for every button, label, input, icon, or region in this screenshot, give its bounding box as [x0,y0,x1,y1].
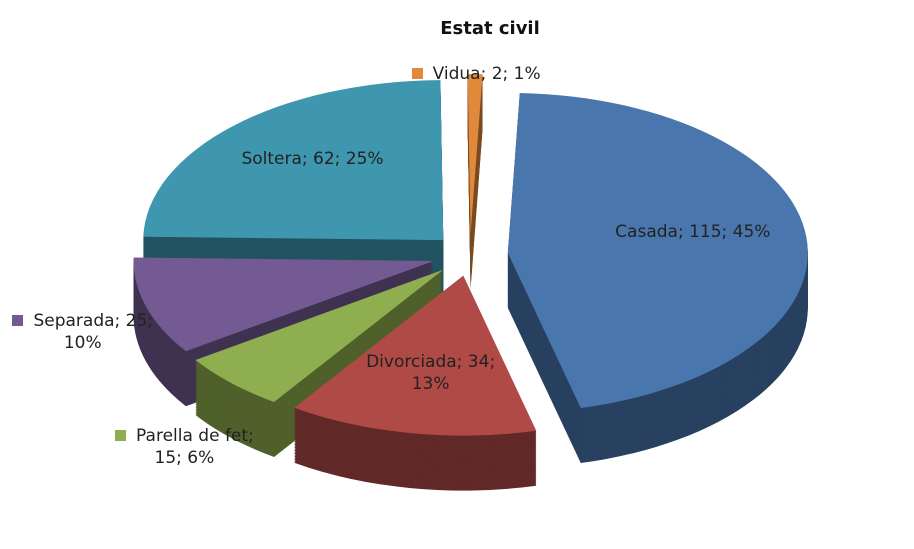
slice [467,74,483,235]
legend-key [12,315,24,327]
data-label: Separada; 25; 10% [8,310,158,354]
data-label: Divorciada; 34; 13% [361,351,501,395]
data-label: Casada; 115; 45% [583,221,803,243]
slice [143,80,444,241]
legend-key [411,68,423,79]
data-label-text: Separada; 25; 10% [33,311,154,354]
data-label-text: Soltera; 62; 25% [241,148,384,169]
slice [294,275,537,436]
slice [133,257,434,352]
data-label: Soltera; 62; 25% [203,148,423,170]
data-label-text: Casada; 115; 45% [615,221,771,242]
data-label-text: Parella de fet; 15; 6% [136,425,254,468]
data-label-text: Vidua; 2; 1% [432,64,541,84]
data-label: Parella de fet; 15; 6% [109,425,259,469]
slice [507,92,808,409]
data-label: Vidua; 2; 1% [366,63,586,85]
chart-title: Estat civil [440,18,540,39]
legend-key [115,429,127,441]
slice [195,269,444,402]
data-label-text: Divorciada; 34; 13% [366,352,496,395]
